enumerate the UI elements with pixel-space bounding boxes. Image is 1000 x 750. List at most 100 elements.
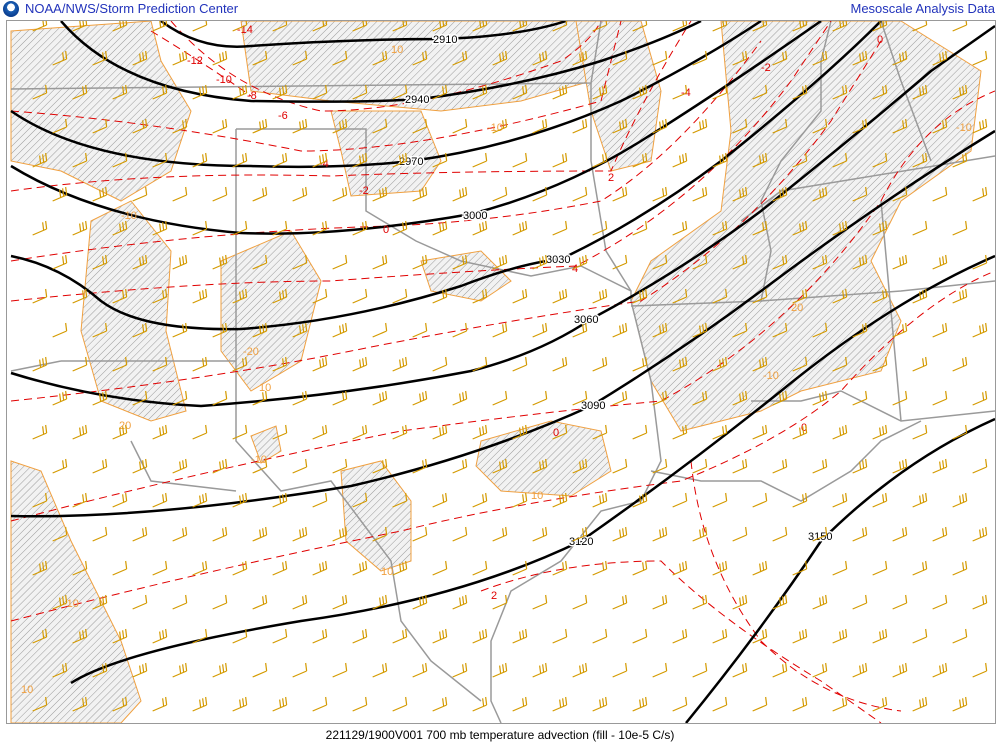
wind-barb [452,254,468,270]
wind-barb [932,254,948,270]
wind-barb [672,84,688,100]
wind-barb [212,118,228,134]
wind-barb [812,662,828,678]
wind-barb [652,322,668,338]
wind-barb [212,662,228,678]
wind-barb [112,220,128,236]
wind-barb [412,390,428,406]
wind-barb [352,152,368,168]
wind-barb [812,594,828,610]
wind-barb [152,84,168,100]
wind-barb [872,424,888,440]
wind-barb [712,84,728,100]
height-label: 3150 [808,531,832,543]
adv-label: 20 [119,420,131,432]
wind-barb [872,696,888,712]
wind-barb [532,186,548,202]
wind-barb [612,186,628,202]
temp-label: 2 [491,590,497,602]
wind-barb [652,526,668,542]
wind-barb [672,220,688,236]
wind-barb [172,118,188,134]
wind-barb [572,186,588,202]
wind-barb [272,628,288,644]
adv-label: -10 [251,454,267,466]
wind-barb [692,390,708,406]
wind-barb [352,220,368,236]
temp-label: 4 [572,263,578,275]
wind-barb [312,424,328,440]
wind-barb [52,322,68,338]
wind-barb [572,662,588,678]
wind-barb [912,21,928,32]
wind-barb [652,458,668,474]
wind-barb [472,152,488,168]
wind-barb [52,254,68,270]
wind-barb [832,560,848,576]
wind-barb [372,322,388,338]
wind-barb [932,322,948,338]
wind-barb [412,322,428,338]
wind-barb [392,84,408,100]
wind-barb [712,628,728,644]
wind-barb [712,424,728,440]
noaa-logo[interactable] [3,1,19,17]
spc-title-link[interactable]: NOAA/NWS/Storm Prediction Center [25,1,239,16]
wind-barb [352,560,368,576]
wind-barb [792,220,808,236]
wind-barb [812,186,828,202]
wind-barb [272,220,288,236]
wind-barb [792,84,808,100]
wind-barb [312,220,328,236]
wind-barb [272,424,288,440]
wind-barb [172,254,188,270]
wind-barb [272,356,288,372]
wind-barb [972,186,988,202]
wind-barb [312,696,328,712]
wind-barb [532,322,548,338]
wind-barb [232,21,248,32]
wind-barb [872,84,888,100]
wind-barb [272,152,288,168]
wind-barb [312,492,328,508]
wind-barb [172,186,188,202]
wind-barb [932,390,948,406]
wind-barb [512,84,528,100]
wind-barb [472,628,488,644]
wind-barb [32,696,48,712]
wind-barb [432,628,448,644]
wind-barb [212,594,228,610]
wind-barb [72,288,88,304]
wind-barb [392,220,408,236]
wind-barb [832,424,848,440]
wind-barb [132,594,148,610]
wind-barb [552,424,568,440]
height-label: 3030 [546,254,570,266]
adv-label: 20 [791,302,803,314]
wind-barb [612,50,628,66]
wind-barb [652,390,668,406]
wind-barb [792,21,808,32]
wind-barb [92,322,108,338]
wind-barb [532,594,548,610]
wind-barb [472,560,488,576]
wind-barb [252,594,268,610]
wind-barb [252,118,268,134]
wind-barb [752,424,768,440]
wind-barb [312,356,328,372]
wind-barb [472,492,488,508]
wind-barb [192,492,208,508]
wind-barb [52,594,68,610]
mesoscale-analysis-link[interactable]: Mesoscale Analysis Data [850,1,995,16]
wind-barb [572,526,588,542]
wind-barb [932,458,948,474]
wind-barb [132,254,148,270]
wind-barb [232,356,248,372]
wind-barb [772,186,788,202]
wind-barb [432,288,448,304]
height-label: 2940 [405,94,429,106]
wind-barb [172,526,188,542]
wind-barb [552,492,568,508]
wind-barb [672,288,688,304]
wind-barb [632,628,648,644]
